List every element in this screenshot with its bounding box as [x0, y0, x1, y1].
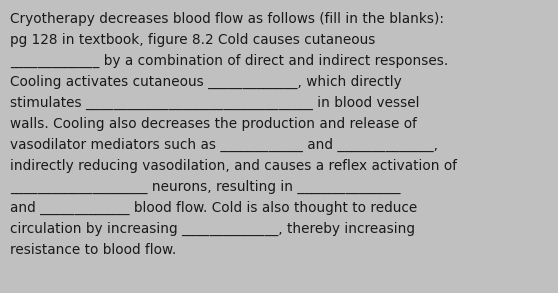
Text: stimulates _________________________________ in blood vessel: stimulates _____________________________…: [10, 96, 420, 110]
Text: Cryotherapy decreases blood flow as follows (fill in the blanks):: Cryotherapy decreases blood flow as foll…: [10, 12, 444, 26]
Text: Cooling activates cutaneous _____________, which directly: Cooling activates cutaneous ____________…: [10, 75, 402, 89]
Text: _____________ by a combination of direct and indirect responses.: _____________ by a combination of direct…: [10, 54, 448, 68]
Text: vasodilator mediators such as ____________ and ______________,: vasodilator mediators such as __________…: [10, 138, 438, 152]
Text: resistance to blood flow.: resistance to blood flow.: [10, 243, 176, 257]
Text: and _____________ blood flow. Cold is also thought to reduce: and _____________ blood flow. Cold is al…: [10, 201, 417, 215]
Text: walls. Cooling also decreases the production and release of: walls. Cooling also decreases the produc…: [10, 117, 417, 131]
Text: circulation by increasing ______________, thereby increasing: circulation by increasing ______________…: [10, 222, 415, 236]
Text: pg 128 in textbook, figure 8.2 Cold causes cutaneous: pg 128 in textbook, figure 8.2 Cold caus…: [10, 33, 376, 47]
Text: indirectly reducing vasodilation, and causes a reflex activation of: indirectly reducing vasodilation, and ca…: [10, 159, 457, 173]
Text: ____________________ neurons, resulting in _______________: ____________________ neurons, resulting …: [10, 180, 401, 194]
